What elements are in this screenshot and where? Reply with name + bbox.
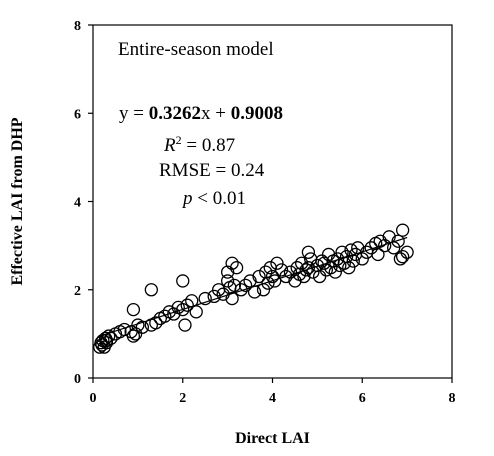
y-tick-label: 6 bbox=[74, 107, 81, 122]
data-point bbox=[126, 329, 141, 343]
data-point bbox=[252, 269, 266, 284]
data-point bbox=[128, 327, 143, 341]
data-point bbox=[220, 265, 235, 279]
data-point bbox=[256, 283, 271, 297]
data-point bbox=[301, 245, 316, 259]
data-point bbox=[126, 302, 141, 317]
data-point bbox=[247, 285, 262, 299]
x-tick-label: 0 bbox=[90, 391, 97, 406]
data-point bbox=[351, 241, 365, 255]
data-point bbox=[220, 274, 235, 288]
data-point bbox=[373, 234, 387, 248]
data-point bbox=[176, 274, 190, 288]
r2-label: R bbox=[163, 135, 176, 156]
data-point bbox=[227, 278, 242, 292]
data-point bbox=[180, 298, 194, 312]
regression-equation: y = 0.3262x + 0.9008 bbox=[119, 103, 283, 124]
data-point bbox=[117, 322, 132, 337]
data-point bbox=[176, 302, 190, 317]
y-tick-label: 0 bbox=[74, 372, 81, 387]
x-tick-label: 4 bbox=[269, 391, 276, 406]
rmse: RMSE = 0.24 bbox=[159, 160, 265, 181]
p-label: p bbox=[181, 188, 193, 209]
data-point bbox=[167, 307, 181, 321]
data-point bbox=[243, 274, 257, 288]
y-tick-label: 2 bbox=[74, 284, 81, 299]
data-point bbox=[207, 289, 221, 304]
r2-superscript: 2 bbox=[176, 133, 182, 147]
data-point bbox=[185, 294, 199, 308]
data-point bbox=[299, 263, 313, 277]
data-point bbox=[234, 283, 248, 297]
data-point bbox=[198, 291, 212, 306]
data-point bbox=[364, 241, 378, 255]
data-point bbox=[268, 274, 282, 288]
data-point bbox=[297, 269, 311, 284]
data-point bbox=[330, 252, 345, 266]
data-point bbox=[328, 265, 342, 279]
x-axis-title: Direct LAI bbox=[235, 430, 310, 447]
data-point bbox=[274, 263, 289, 277]
y-tick-label: 4 bbox=[74, 196, 81, 211]
data-point bbox=[317, 256, 331, 270]
data-point bbox=[149, 316, 163, 330]
equation-intercept: 0.9008 bbox=[231, 103, 283, 124]
y-tick-label: 8 bbox=[74, 19, 81, 34]
data-point bbox=[312, 269, 327, 284]
data-point bbox=[225, 291, 239, 306]
data-point bbox=[144, 283, 158, 297]
x-tick-label: 8 bbox=[449, 391, 456, 406]
data-point bbox=[238, 278, 253, 292]
data-point bbox=[306, 265, 320, 279]
chart-title: Entire-season model bbox=[118, 39, 274, 60]
data-point bbox=[229, 261, 244, 275]
data-point bbox=[99, 333, 114, 348]
data-point bbox=[279, 269, 293, 284]
y-axis-title: Effective LAI from DHP bbox=[9, 117, 26, 285]
data-point bbox=[178, 318, 192, 332]
data-point bbox=[391, 234, 405, 248]
data-point bbox=[346, 254, 360, 268]
equation-prefix: y = bbox=[119, 103, 149, 124]
data-point bbox=[225, 256, 239, 270]
equation-mid: x + bbox=[201, 103, 231, 124]
data-point bbox=[400, 245, 414, 259]
data-point bbox=[378, 238, 392, 253]
plot-frame bbox=[92, 24, 453, 379]
p-value: p < 0.01 bbox=[181, 188, 246, 209]
points-group bbox=[93, 223, 414, 354]
data-point bbox=[270, 256, 284, 270]
data-point bbox=[135, 320, 150, 334]
data-point bbox=[301, 261, 316, 275]
data-point bbox=[189, 305, 203, 319]
ticks-group: 0 2 4 6 8 0 2 4 6 8 bbox=[74, 19, 456, 406]
data-point bbox=[261, 276, 275, 290]
data-point bbox=[158, 309, 172, 323]
data-point bbox=[283, 265, 298, 279]
data-point bbox=[382, 230, 396, 244]
data-point bbox=[395, 250, 410, 264]
data-point bbox=[324, 261, 338, 275]
x-tick-label: 6 bbox=[359, 391, 366, 406]
data-point bbox=[321, 247, 336, 262]
data-point bbox=[295, 256, 309, 270]
p-val: < 0.01 bbox=[193, 188, 246, 209]
data-point bbox=[315, 254, 329, 268]
data-point bbox=[288, 274, 302, 288]
x-tick-label: 2 bbox=[179, 391, 186, 406]
equation-slope: 0.3262 bbox=[149, 103, 201, 124]
data-point bbox=[342, 261, 356, 275]
data-point bbox=[393, 252, 408, 266]
data-point bbox=[371, 247, 385, 262]
r2-value: = 0.87 bbox=[182, 135, 235, 156]
data-point bbox=[216, 287, 230, 301]
data-point bbox=[337, 256, 351, 270]
data-point bbox=[290, 261, 304, 275]
data-point bbox=[395, 223, 410, 237]
data-point bbox=[355, 252, 369, 266]
data-point bbox=[387, 241, 401, 255]
r-squared: R2 = 0.87 bbox=[163, 133, 235, 156]
